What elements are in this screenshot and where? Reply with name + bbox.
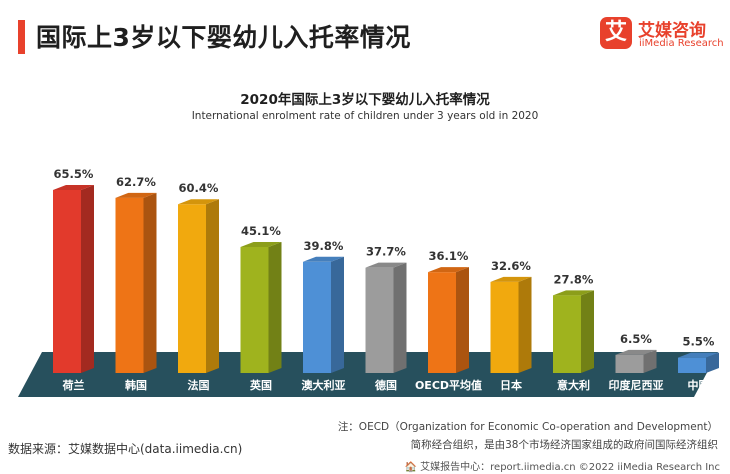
bar-top-3 xyxy=(240,241,282,247)
chart-subtitle: International enrolment rate of children… xyxy=(191,110,539,122)
logo-name-en: iiMedia Research xyxy=(639,38,724,49)
bar-1 xyxy=(115,197,144,373)
bar-3 xyxy=(240,246,269,373)
category-label: 英国 xyxy=(249,378,272,392)
data-label: 62.7% xyxy=(116,175,156,189)
data-label: 39.8% xyxy=(304,239,344,253)
bar-side-8 xyxy=(581,290,594,373)
bar-top-6 xyxy=(428,267,469,273)
bar-top-5 xyxy=(365,262,407,268)
bar-7 xyxy=(490,281,519,373)
bar-top-4 xyxy=(303,256,344,262)
bar-5 xyxy=(365,267,394,373)
bar-top-7 xyxy=(490,276,532,282)
bar-0 xyxy=(53,190,81,373)
category-label: 印度尼西亚 xyxy=(609,378,664,392)
logo-name-cn: 艾媒咨询 xyxy=(638,21,706,41)
category-label: 法国 xyxy=(188,378,210,392)
bar-side-6 xyxy=(456,267,469,373)
bar-side-0 xyxy=(81,185,94,373)
logo-icon: 艾 xyxy=(600,17,632,49)
data-label: 27.8% xyxy=(554,272,594,286)
data-label: 37.7% xyxy=(366,245,406,259)
bar-side-4 xyxy=(331,256,344,373)
bar-side-7 xyxy=(518,276,532,373)
bar-top-10 xyxy=(678,352,719,358)
category-label: 意大利 xyxy=(557,378,590,392)
data-label: 45.1% xyxy=(241,224,281,238)
bar-8 xyxy=(553,295,581,373)
category-label: 澳大利亚 xyxy=(302,378,346,392)
category-label: 中国 xyxy=(688,378,710,392)
oecd-note-line-2: 简称经合组织，是由38个市场经济国家组成的政府间国际经济组织 xyxy=(410,439,718,451)
bar-2 xyxy=(178,204,206,373)
category-label: 日本 xyxy=(500,378,522,392)
bar-top-2 xyxy=(178,199,219,205)
data-label: 36.1% xyxy=(429,249,469,263)
oecd-note-line-1: 注：OECD（Organization for Economic Co-oper… xyxy=(337,421,718,433)
bar-side-10 xyxy=(706,352,719,373)
brand-logo: 艾 艾媒咨询 iiMedia Research xyxy=(600,17,724,57)
bar-6 xyxy=(428,272,456,373)
bar-4 xyxy=(303,261,331,373)
bar-side-1 xyxy=(143,192,157,373)
bar-10 xyxy=(678,357,706,373)
data-label: 32.6% xyxy=(491,259,531,273)
bar-9 xyxy=(615,354,644,373)
bar-top-1 xyxy=(115,192,157,198)
data-label: 60.4% xyxy=(179,181,219,195)
category-label: 荷兰 xyxy=(62,378,85,392)
chart-title: 2020年国际上3岁以下婴幼儿入托率情况 xyxy=(240,92,490,108)
data-source: 数据来源：艾媒数据中心(data.iimedia.cn) xyxy=(8,442,243,456)
page-title: 国际上3岁以下婴幼儿入托率情况 xyxy=(36,23,411,52)
footer-credit: 🏠 艾媒报告中心：report.iimedia.cn ©2022 iiMedia… xyxy=(404,462,720,473)
category-label: 德国 xyxy=(374,378,397,392)
data-label: 65.5% xyxy=(54,167,94,181)
bar-top-0 xyxy=(53,185,94,190)
category-label: OECD平均值 xyxy=(415,378,482,392)
bar-side-2 xyxy=(206,199,219,373)
bar-top-9 xyxy=(615,349,657,355)
bar-side-3 xyxy=(268,241,282,373)
data-label: 6.5% xyxy=(620,332,652,346)
category-label: 韩国 xyxy=(125,378,147,392)
title-accent-bar xyxy=(18,20,25,54)
bar-side-9 xyxy=(643,349,657,373)
bar-top-8 xyxy=(553,290,594,296)
bar-side-5 xyxy=(393,262,407,373)
data-label: 5.5% xyxy=(683,335,715,349)
